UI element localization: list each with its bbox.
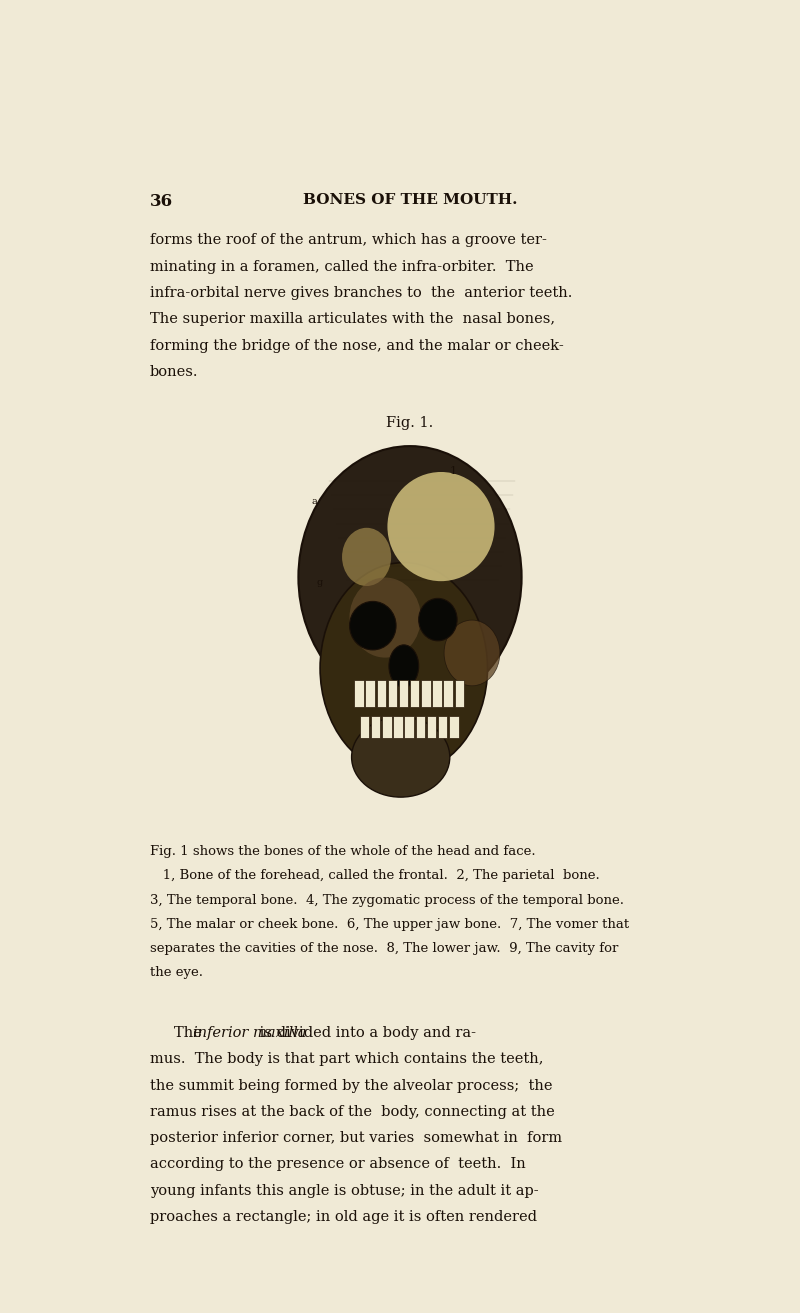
- Text: young infants this angle is obtuse; in the adult it ap-: young infants this angle is obtuse; in t…: [150, 1184, 538, 1197]
- Ellipse shape: [350, 578, 421, 658]
- FancyBboxPatch shape: [426, 716, 436, 738]
- FancyBboxPatch shape: [388, 680, 397, 706]
- Text: the summit being formed by the alveolar process;  the: the summit being formed by the alveolar …: [150, 1078, 552, 1092]
- Text: a: a: [311, 496, 317, 506]
- Ellipse shape: [298, 446, 522, 708]
- FancyBboxPatch shape: [394, 716, 402, 738]
- Text: Fig. 1.: Fig. 1.: [386, 416, 434, 431]
- Text: proaches a rectangle; in old age it is often rendered: proaches a rectangle; in old age it is o…: [150, 1211, 537, 1224]
- FancyBboxPatch shape: [399, 680, 408, 706]
- Text: posterior inferior corner, but varies  somewhat in  form: posterior inferior corner, but varies so…: [150, 1132, 562, 1145]
- Text: forms the roof of the antrum, which has a groove ter-: forms the roof of the antrum, which has …: [150, 234, 546, 247]
- Text: is divided into a body and ra-: is divided into a body and ra-: [255, 1025, 476, 1040]
- Ellipse shape: [389, 645, 418, 687]
- FancyBboxPatch shape: [354, 680, 364, 706]
- Text: forming the bridge of the nose, and the malar or cheek-: forming the bridge of the nose, and the …: [150, 339, 563, 352]
- Ellipse shape: [418, 599, 457, 641]
- Ellipse shape: [387, 471, 494, 582]
- FancyBboxPatch shape: [421, 680, 430, 706]
- FancyBboxPatch shape: [449, 716, 458, 738]
- Text: the eye.: the eye.: [150, 966, 202, 979]
- FancyBboxPatch shape: [443, 680, 453, 706]
- Text: according to the presence or absence of  teeth.  In: according to the presence or absence of …: [150, 1158, 526, 1171]
- FancyBboxPatch shape: [377, 680, 386, 706]
- FancyBboxPatch shape: [366, 680, 375, 706]
- Text: The: The: [174, 1025, 207, 1040]
- Text: The superior maxilla articulates with the  nasal bones,: The superior maxilla articulates with th…: [150, 312, 554, 326]
- FancyBboxPatch shape: [432, 680, 442, 706]
- Text: 1: 1: [450, 466, 457, 477]
- Text: 1, Bone of the forehead, called the frontal.  2, The parietal  bone.: 1, Bone of the forehead, called the fron…: [150, 869, 599, 882]
- FancyBboxPatch shape: [382, 716, 391, 738]
- Text: g: g: [317, 578, 323, 587]
- Text: 5, The malar or cheek bone.  6, The upper jaw bone.  7, The vomer that: 5, The malar or cheek bone. 6, The upper…: [150, 918, 629, 931]
- Text: ramus rises at the back of the  body, connecting at the: ramus rises at the back of the body, con…: [150, 1104, 554, 1119]
- FancyBboxPatch shape: [405, 716, 414, 738]
- Text: bones.: bones.: [150, 365, 198, 379]
- Ellipse shape: [444, 620, 500, 685]
- FancyBboxPatch shape: [410, 680, 419, 706]
- FancyBboxPatch shape: [438, 716, 447, 738]
- Text: Fig. 1 shows the bones of the whole of the head and face.: Fig. 1 shows the bones of the whole of t…: [150, 846, 535, 859]
- Ellipse shape: [320, 562, 487, 773]
- Text: 36: 36: [150, 193, 173, 210]
- Ellipse shape: [350, 601, 396, 650]
- Text: separates the cavities of the nose.  8, The lower jaw.  9, The cavity for: separates the cavities of the nose. 8, T…: [150, 943, 618, 955]
- FancyBboxPatch shape: [371, 716, 381, 738]
- FancyBboxPatch shape: [360, 716, 370, 738]
- Ellipse shape: [342, 528, 391, 586]
- Text: minating in a foramen, called the infra-orbiter.  The: minating in a foramen, called the infra-…: [150, 260, 534, 273]
- Ellipse shape: [351, 717, 450, 797]
- FancyBboxPatch shape: [415, 716, 425, 738]
- Text: infra-orbital nerve gives branches to  the  anterior teeth.: infra-orbital nerve gives branches to th…: [150, 286, 572, 299]
- Text: inferior maxilla: inferior maxilla: [193, 1025, 306, 1040]
- Text: BONES OF THE MOUTH.: BONES OF THE MOUTH.: [302, 193, 518, 207]
- Text: 3, The temporal bone.  4, The zygomatic process of the temporal bone.: 3, The temporal bone. 4, The zygomatic p…: [150, 894, 624, 906]
- Text: mus.  The body is that part which contains the teeth,: mus. The body is that part which contain…: [150, 1052, 543, 1066]
- FancyBboxPatch shape: [454, 680, 464, 706]
